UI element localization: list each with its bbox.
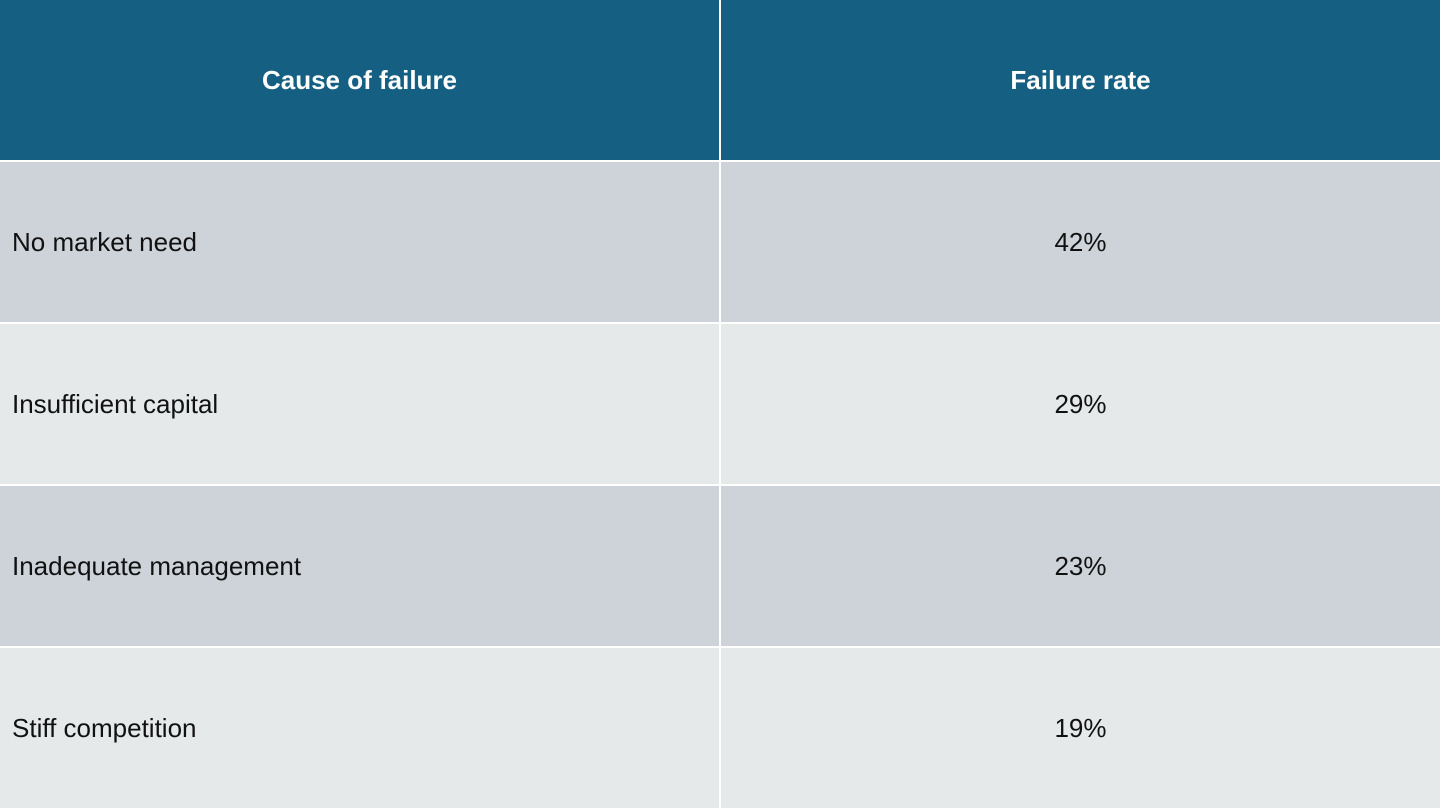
cause-cell: Insufficient capital xyxy=(0,324,719,484)
rate-cell: 42% xyxy=(721,162,1440,322)
cause-cell: No market need xyxy=(0,162,719,322)
header-cell: Cause of failure xyxy=(0,0,719,160)
header-cell: Failure rate xyxy=(721,0,1440,160)
cause-cell: Inadequate management xyxy=(0,486,719,646)
rate-cell: 29% xyxy=(721,324,1440,484)
cause-cell: Stiff competition xyxy=(0,648,719,808)
rate-cell: 19% xyxy=(721,648,1440,808)
rate-cell: 23% xyxy=(721,486,1440,646)
